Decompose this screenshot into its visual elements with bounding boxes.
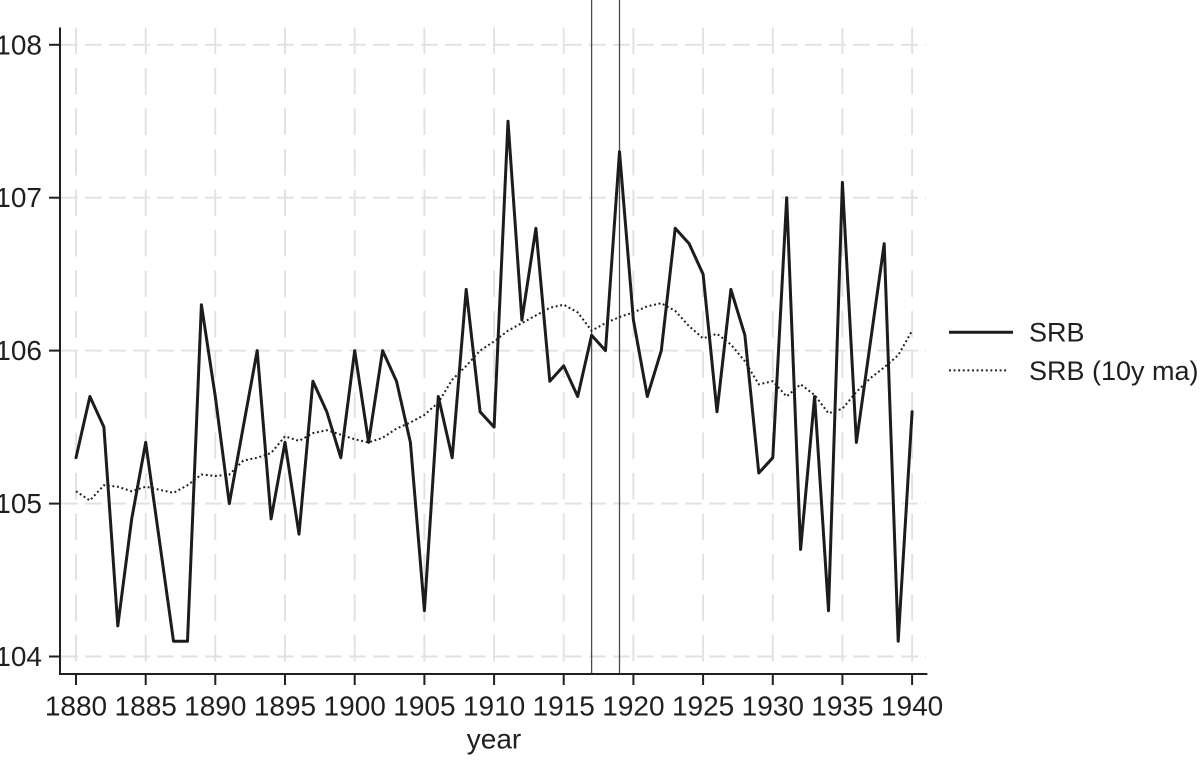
svg-text:SRB: SRB	[1029, 318, 1085, 348]
svg-text:1930: 1930	[742, 691, 804, 722]
svg-text:1895: 1895	[254, 691, 316, 722]
svg-text:1920: 1920	[602, 691, 664, 722]
svg-text:106: 106	[0, 335, 42, 366]
svg-text:105: 105	[0, 488, 42, 519]
svg-text:SRB (10y ma): SRB (10y ma)	[1029, 356, 1199, 386]
svg-text:1905: 1905	[393, 691, 455, 722]
svg-text:1935: 1935	[811, 691, 873, 722]
svg-text:107: 107	[0, 182, 42, 213]
svg-text:1925: 1925	[672, 691, 734, 722]
svg-text:104: 104	[0, 641, 42, 672]
svg-text:1880: 1880	[45, 691, 107, 722]
svg-text:1900: 1900	[324, 691, 386, 722]
svg-text:1885: 1885	[115, 691, 177, 722]
svg-text:1915: 1915	[533, 691, 595, 722]
svg-text:1910: 1910	[463, 691, 525, 722]
svg-text:1890: 1890	[184, 691, 246, 722]
svg-text:year: year	[467, 724, 521, 755]
svg-text:108: 108	[0, 29, 42, 60]
svg-text:1940: 1940	[881, 691, 943, 722]
